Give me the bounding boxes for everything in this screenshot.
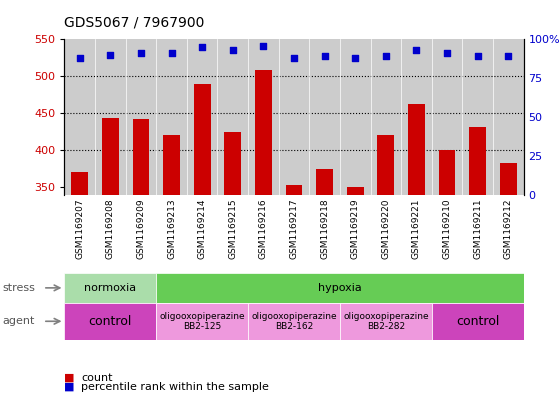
Text: stress: stress (3, 283, 36, 293)
Point (473, 53, 482, 59)
Bar (102, 118, 119, 195)
Text: GSM1169221: GSM1169221 (412, 198, 421, 259)
Text: ■: ■ (64, 382, 75, 392)
Bar (432, 303, 524, 340)
Point (75, 55, 84, 61)
Point (442, 50, 451, 57)
Text: hypoxia: hypoxia (318, 283, 362, 293)
Bar (500, 163, 517, 195)
Text: GSM1169219: GSM1169219 (351, 198, 360, 259)
Text: GSM1169209: GSM1169209 (137, 198, 146, 259)
Bar (255, 70, 272, 195)
Point (290, 55, 298, 61)
Text: agent: agent (3, 316, 35, 326)
Text: percentile rank within the sample: percentile rank within the sample (81, 382, 269, 392)
Bar (286, 185, 302, 195)
Bar (408, 105, 425, 195)
Point (504, 53, 513, 59)
Text: GSM1169212: GSM1169212 (504, 198, 513, 259)
Bar (156, 303, 248, 340)
Text: GSM1169216: GSM1169216 (259, 198, 268, 259)
Text: control: control (456, 315, 500, 328)
Bar (163, 136, 180, 195)
Point (198, 44, 207, 50)
Bar (438, 150, 455, 195)
Bar (225, 132, 241, 195)
Point (228, 47, 237, 53)
Point (106, 51, 115, 58)
Bar (377, 136, 394, 195)
Bar (347, 187, 363, 195)
Text: oligooxopiperazine
BB2-282: oligooxopiperazine BB2-282 (343, 312, 428, 331)
Bar (194, 84, 211, 195)
Bar (64, 273, 156, 303)
Point (412, 47, 421, 53)
Text: normoxia: normoxia (84, 283, 137, 293)
Text: oligooxopiperazine
BB2-162: oligooxopiperazine BB2-162 (251, 312, 337, 331)
Bar (64, 303, 156, 340)
Bar (248, 303, 340, 340)
Text: GSM1169210: GSM1169210 (442, 198, 451, 259)
Text: GSM1169213: GSM1169213 (167, 198, 176, 259)
Bar (156, 273, 524, 303)
Point (320, 53, 329, 59)
Bar (316, 169, 333, 195)
Text: oligooxopiperazine
BB2-125: oligooxopiperazine BB2-125 (160, 312, 245, 331)
Bar (133, 119, 150, 195)
Text: control: control (88, 315, 132, 328)
Text: GSM1169207: GSM1169207 (75, 198, 84, 259)
Text: GDS5067 / 7967900: GDS5067 / 7967900 (64, 15, 205, 29)
Point (167, 50, 176, 57)
Text: count: count (81, 373, 113, 383)
Text: ■: ■ (64, 373, 75, 383)
Text: GSM1169208: GSM1169208 (106, 198, 115, 259)
Text: GSM1169215: GSM1169215 (228, 198, 237, 259)
Text: GSM1169218: GSM1169218 (320, 198, 329, 259)
Text: GSM1169214: GSM1169214 (198, 198, 207, 259)
Point (381, 53, 390, 59)
Point (351, 55, 360, 61)
Bar (71, 173, 88, 195)
Point (259, 42, 268, 49)
Text: GSM1169211: GSM1169211 (473, 198, 482, 259)
Text: GSM1169217: GSM1169217 (290, 198, 298, 259)
Bar (340, 303, 432, 340)
Point (137, 50, 146, 57)
Text: GSM1169220: GSM1169220 (381, 198, 390, 259)
Bar (469, 127, 486, 195)
